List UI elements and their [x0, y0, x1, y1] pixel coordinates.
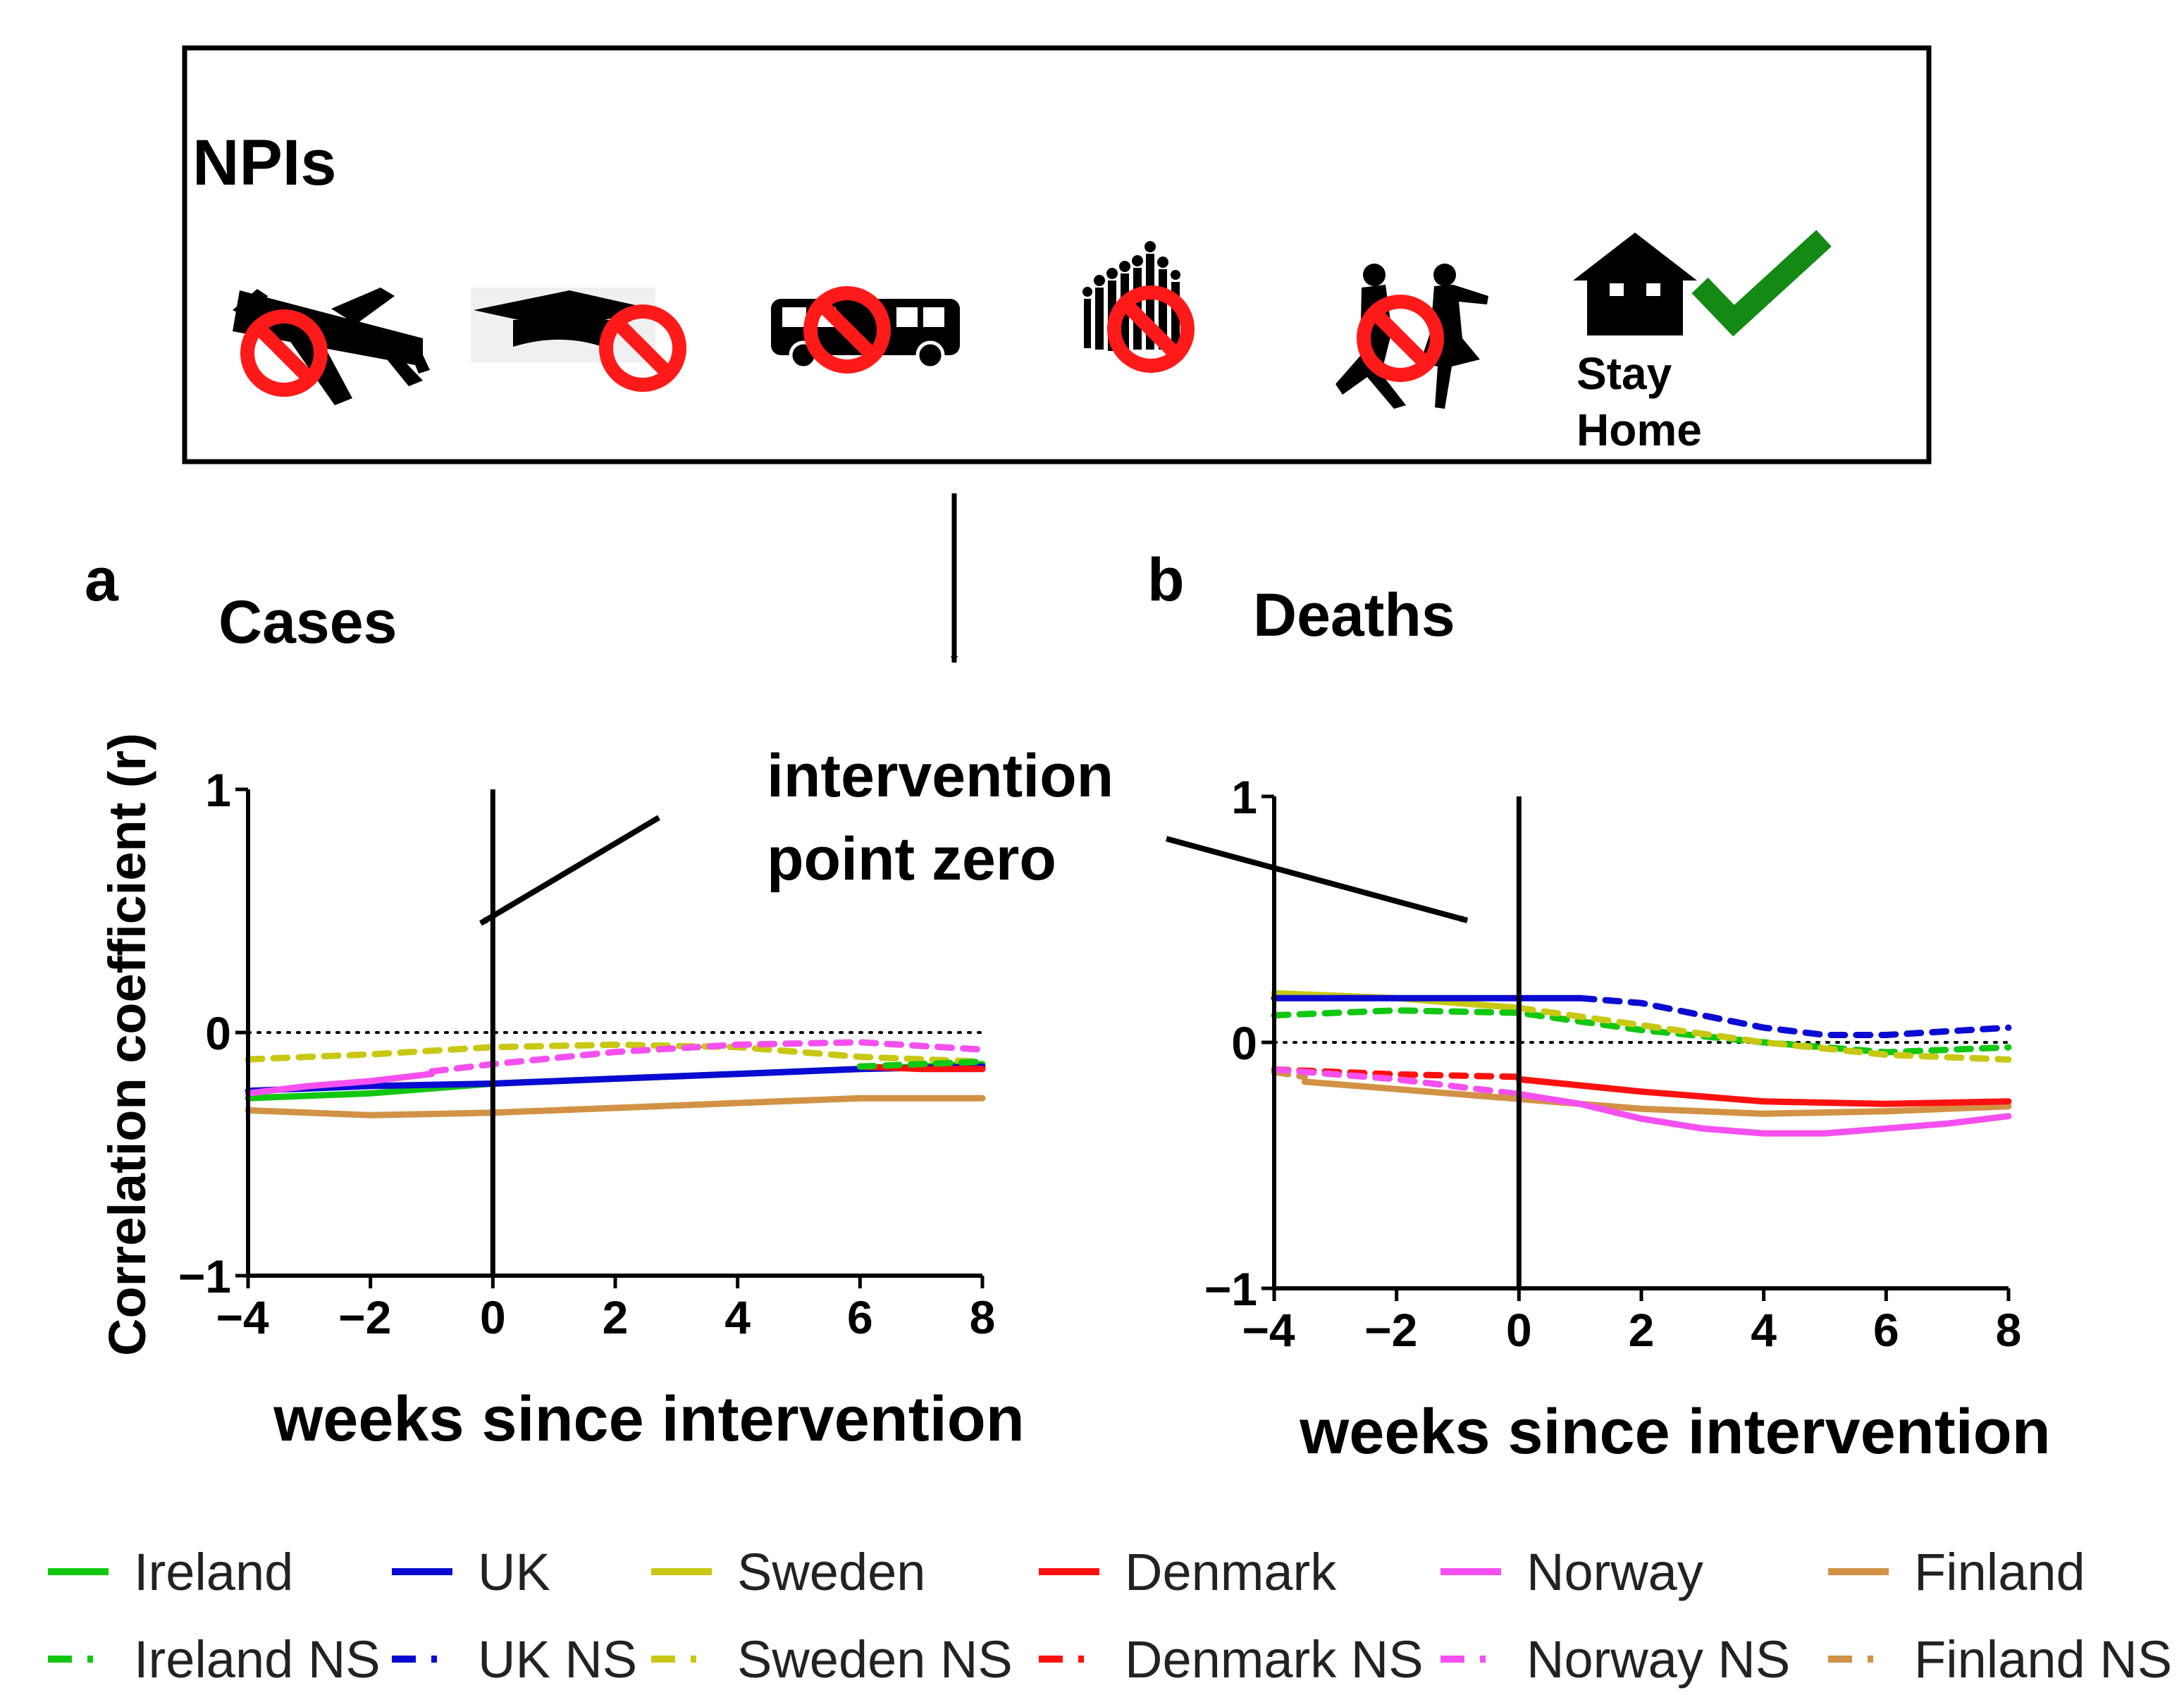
series-line-sweden-ns [245, 1041, 986, 1065]
x-tick-label: 0 [1506, 1304, 1532, 1356]
legend-label: Ireland [134, 1543, 293, 1601]
y-tick-label: 0 [205, 1007, 231, 1059]
legend-label: Finland NS [1914, 1630, 2172, 1689]
legend-label: Sweden NS [737, 1630, 1013, 1689]
series-line-norway-ns [1271, 1066, 1522, 1097]
series-line-norway-ns [428, 1039, 986, 1075]
prohibit-icon [599, 304, 686, 392]
y-axis-label: Correlation coefficient (r) [98, 733, 156, 1356]
series-line-finland [245, 1095, 986, 1119]
house-icon [1573, 233, 1697, 335]
series-line-norway [1515, 1090, 2012, 1137]
legend-label: Norway [1526, 1543, 1703, 1601]
prohibit-icon [240, 309, 328, 397]
annotation-line1: intervention [767, 742, 1113, 810]
y-tick-label: −1 [178, 1250, 231, 1302]
x-tick-label: 6 [1873, 1304, 1899, 1356]
deaths-chart: −1 0 1 −4 −2 0 2 4 6 8 weeks since intervention [1204, 771, 2051, 1467]
x-tick-label: −4 [1242, 1304, 1295, 1356]
annotation-arrow-right [1165, 836, 1469, 923]
series-line-denmark [856, 1063, 986, 1073]
x-tick-label: 2 [1629, 1304, 1655, 1356]
y-tick-label: −1 [1204, 1263, 1257, 1315]
deaths-title: Deaths [1253, 581, 1455, 649]
prohibit-icon [803, 286, 891, 374]
legend-label: Norway NS [1526, 1630, 1790, 1689]
annotation-line2: point zero [767, 825, 1056, 893]
prohibit-icon [1107, 285, 1195, 373]
x-tick-label: −2 [338, 1291, 391, 1343]
series-line-finland [1301, 1078, 2012, 1117]
legend-label: Ireland NS [134, 1630, 381, 1689]
x-tick-label: 6 [847, 1291, 873, 1343]
checkmark-icon [1691, 230, 1832, 337]
legend-label: UK NS [478, 1630, 637, 1689]
legend-label: UK [478, 1543, 550, 1601]
y-tick-label: 1 [1231, 771, 1257, 823]
cases-chart: −1 0 1 −4 −2 0 2 4 6 8 weeks since intervention [178, 764, 1025, 1455]
x-axis-label: weeks since intervention [1299, 1397, 2050, 1467]
legend-label: Denmark [1125, 1543, 1337, 1601]
x-tick-label: −2 [1364, 1304, 1417, 1356]
x-tick-label: 8 [970, 1291, 996, 1343]
x-tick-label: −4 [216, 1291, 269, 1343]
legend: Ireland UK Sweden Denmark Norway Finland Irela… [48, 1543, 2172, 1689]
x-tick-label: 4 [1751, 1304, 1777, 1356]
panel-label-b: b [1147, 546, 1185, 614]
x-tick-label: 0 [480, 1291, 506, 1343]
series-line-uk-ns [1577, 994, 2012, 1038]
npi-title: NPIs [192, 127, 337, 199]
legend-label: Denmark NS [1125, 1630, 1424, 1689]
series-line-ireland-ns [1271, 1007, 2012, 1056]
prohibit-icon [1357, 295, 1444, 382]
x-tick-label: 4 [724, 1291, 751, 1343]
x-axis-label: weeks since intervention [273, 1384, 1024, 1455]
y-tick-label: 1 [205, 764, 231, 816]
npi-panel-frame [182, 45, 1932, 464]
x-tick-label: 8 [1996, 1304, 2022, 1356]
series-line-sweden-ns [1515, 1004, 2012, 1063]
cases-title: Cases [218, 588, 397, 656]
legend-label: Finland [1914, 1543, 2085, 1601]
series-line-norway [245, 1071, 435, 1097]
stay-home-label-line2: Home [1577, 405, 1702, 455]
x-tick-label: 2 [603, 1291, 629, 1343]
graduation-cap-icon [471, 288, 655, 362]
series-line-ireland-ns [856, 1058, 986, 1070]
stay-home-label-line1: Stay [1577, 348, 1672, 399]
legend-label: Sweden [737, 1543, 925, 1601]
panel-label-a: a [85, 546, 119, 614]
annotation-arrow-left [479, 815, 661, 926]
y-tick-label: 0 [1231, 1017, 1257, 1069]
series-line-denmark [1515, 1076, 2012, 1107]
